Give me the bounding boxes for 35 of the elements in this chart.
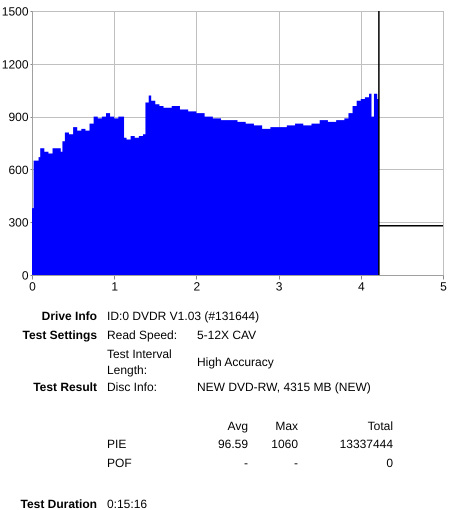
text: 96.59 [218,437,248,451]
text: 1060 [271,437,298,451]
text: Total [368,419,393,433]
text: Length: [107,363,148,377]
text: Test Duration [20,497,97,510]
text: 13337444 [340,437,394,451]
text: Test Result [33,380,97,394]
y-tick-label: 900 [8,110,29,124]
text: NEW DVD-RW, 4315 MB (NEW) [197,380,371,394]
text: High Accuracy [197,355,274,369]
text: Drive Info [42,309,97,323]
x-tick-label: 3 [276,280,283,294]
x-tick-label: 4 [358,280,365,294]
text: - [244,456,248,470]
x-tick-label: 2 [194,280,201,294]
text: POF [107,456,132,470]
text: 0 [386,456,394,470]
y-tick-label: 1200 [2,57,29,72]
text: Max [275,419,298,433]
y-tick-label: 0 [22,268,29,282]
text: Test Settings [22,328,98,342]
text: - [294,456,298,470]
x-tick-label: 1 [111,280,118,294]
text: 0:15:16 [107,497,148,510]
text: Read Speed: [107,328,178,342]
x-tick-label: 5 [440,280,448,294]
text: Avg [228,419,248,433]
y-tick-label: 300 [8,216,29,230]
text: Disc Info: [107,380,158,394]
text: ID:0 DVDR V1.03 (#131644) [107,309,260,323]
text: 5-12X CAV [197,328,256,342]
y-tick-label: 1500 [2,4,29,18]
text: Test Interval [107,347,172,361]
y-tick-label: 600 [8,162,29,177]
text: PIE [107,437,126,451]
